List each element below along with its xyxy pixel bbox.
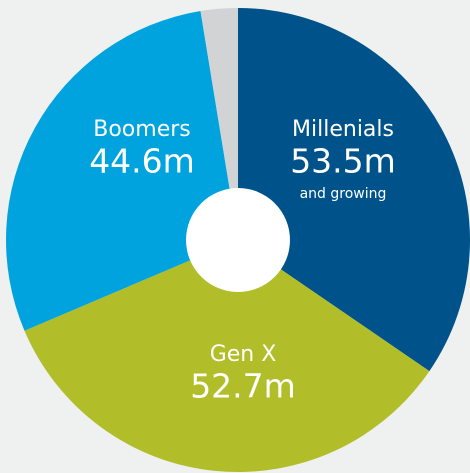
slice: [5, 11, 238, 331]
category-label: Gen X: [210, 342, 277, 367]
value-label: 44.6m: [89, 142, 195, 181]
slice: [200, 8, 238, 240]
slice: [238, 8, 470, 372]
annotation: and growing: [300, 186, 387, 202]
category-label: Boomers: [93, 117, 191, 142]
value-label: 52.7m: [190, 367, 296, 406]
value-label: 53.5m: [290, 142, 396, 181]
donut-hole: [186, 188, 290, 292]
category-label: Millenials: [292, 117, 394, 142]
slices: [5, 8, 470, 472]
slice: [24, 240, 430, 472]
